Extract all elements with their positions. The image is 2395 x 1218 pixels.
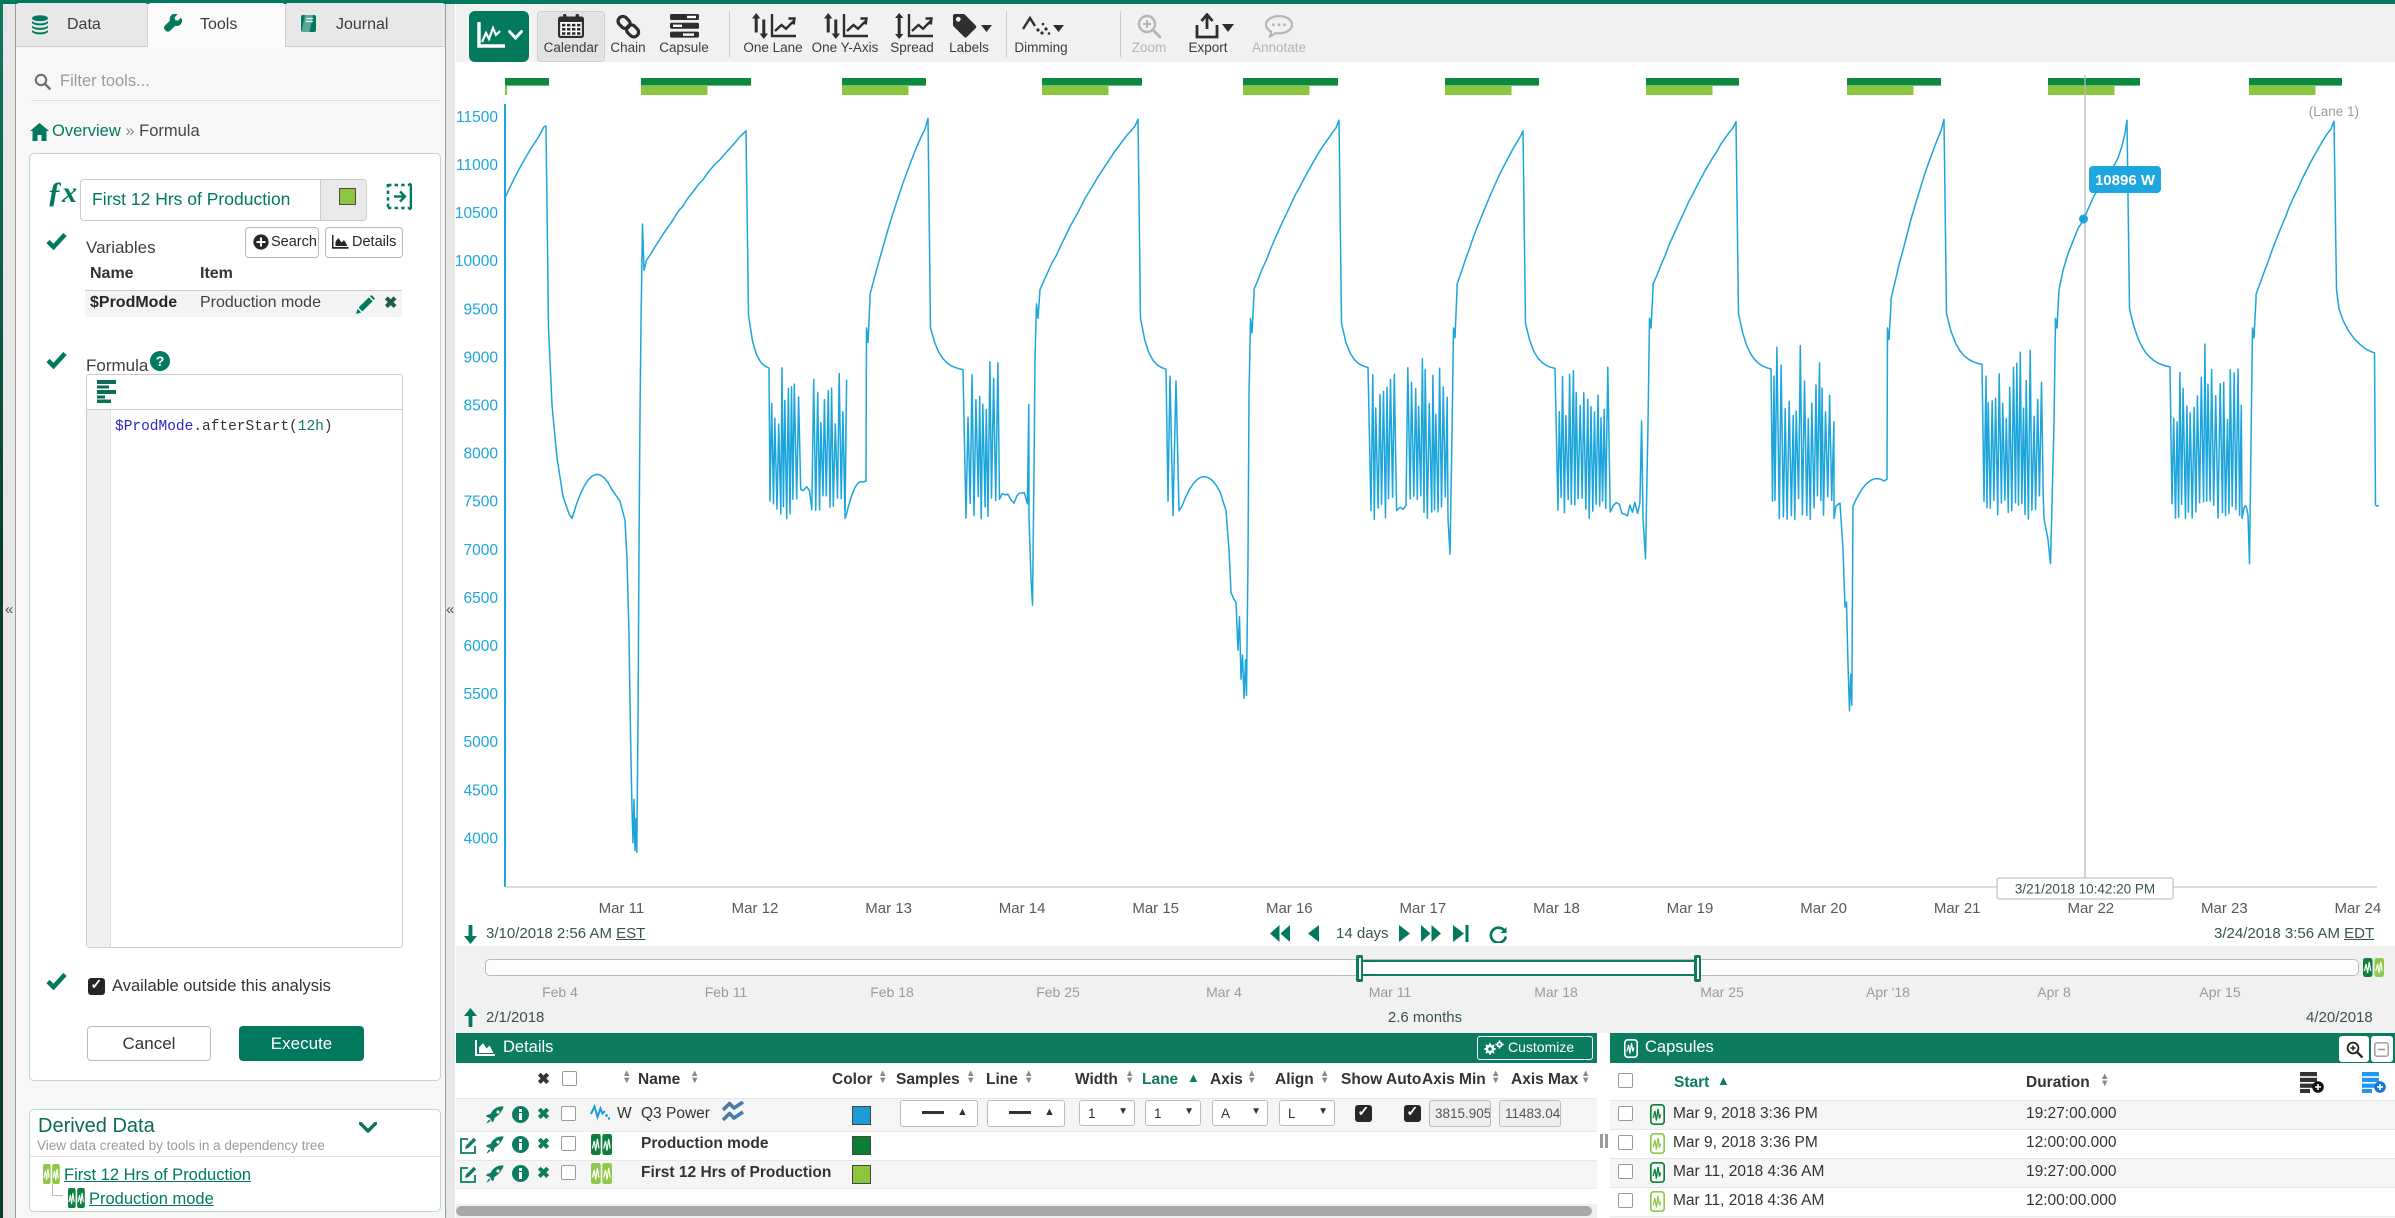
svg-text:10000: 10000: [455, 253, 498, 270]
svg-text:6000: 6000: [464, 638, 499, 655]
svg-text:11000: 11000: [456, 157, 498, 174]
svg-text:Mar 21: Mar 21: [1934, 900, 1981, 917]
svg-text:(Lane 1): (Lane 1): [2309, 104, 2359, 119]
svg-text:4000: 4000: [464, 830, 499, 847]
svg-text:Mar 13: Mar 13: [865, 900, 912, 917]
svg-text:?: ?: [156, 353, 165, 369]
svg-text:10896 W: 10896 W: [2095, 172, 2156, 189]
svg-text:5500: 5500: [464, 686, 499, 703]
svg-text:10500: 10500: [455, 205, 498, 222]
svg-text:Mar 18: Mar 18: [1533, 900, 1580, 917]
svg-text:Mar 22: Mar 22: [2067, 900, 2114, 917]
svg-text:9500: 9500: [464, 301, 499, 318]
svg-text:Mar 23: Mar 23: [2201, 900, 2248, 917]
svg-text:Mar 12: Mar 12: [732, 900, 779, 917]
svg-text:7500: 7500: [464, 494, 499, 511]
svg-text:11500: 11500: [456, 109, 498, 126]
svg-text:Mar 11: Mar 11: [599, 900, 645, 917]
svg-text:6500: 6500: [464, 590, 499, 607]
svg-text:4500: 4500: [464, 782, 499, 799]
svg-text:5000: 5000: [464, 734, 499, 751]
svg-text:Mar 16: Mar 16: [1266, 900, 1313, 917]
svg-text:8000: 8000: [464, 446, 499, 463]
svg-text:Mar 15: Mar 15: [1132, 900, 1179, 917]
svg-text:8500: 8500: [464, 398, 499, 415]
svg-text:3/21/2018 10:42:20 PM: 3/21/2018 10:42:20 PM: [2015, 882, 2155, 897]
svg-text:Mar 17: Mar 17: [1400, 900, 1447, 917]
svg-text:Mar 19: Mar 19: [1667, 900, 1714, 917]
svg-text:Mar 20: Mar 20: [1800, 900, 1847, 917]
svg-text:Mar 24: Mar 24: [2335, 900, 2382, 917]
svg-text:7000: 7000: [464, 542, 499, 559]
svg-text:9000: 9000: [464, 349, 499, 366]
svg-text:Mar 14: Mar 14: [999, 900, 1046, 917]
